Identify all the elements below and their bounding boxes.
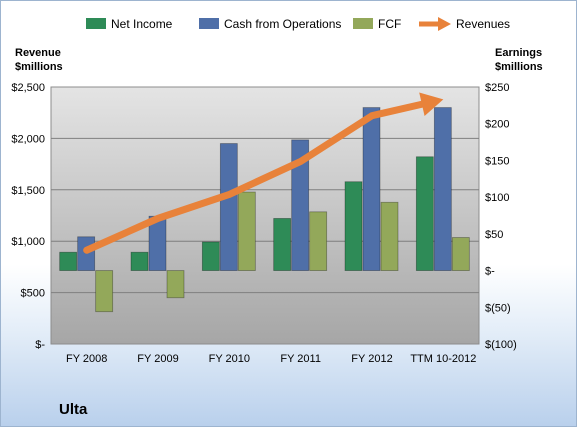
right-tick-label: $150	[485, 155, 509, 167]
legend-label-cash-from-operations: Cash from Operations	[224, 17, 341, 31]
bar-fcf-fy-2012	[380, 201, 399, 271]
legend-label-revenues: Revenues	[456, 17, 510, 31]
left-tick-label: $1,500	[11, 185, 45, 197]
right-tick-label: $250	[485, 82, 509, 94]
x-axis-ticks: FY 2008 FY 2009 FY 2010 FY 2011 FY 2012 TTM 1…	[66, 353, 476, 365]
legend-label-net-income: Net Income	[111, 17, 173, 31]
legend-swatch-net-income	[86, 18, 106, 29]
left-tick-label: $2,500	[11, 82, 45, 94]
revenue-line-arrowhead	[419, 92, 444, 116]
bar-cash-from-operations-fy-2010	[219, 143, 238, 271]
bar-cash-from-operations-ttm-10-2012	[433, 107, 452, 271]
legend-swatch-cash-from-operations	[199, 18, 219, 29]
bar-fcf-fy-2010	[237, 191, 256, 271]
left-axis-title-line1: Revenue	[15, 47, 61, 59]
bar-net-income-fy-2009	[130, 251, 149, 271]
legend: Net Income Cash from Operations FCF Reve…	[86, 17, 510, 31]
revenue-line-path	[83, 100, 426, 254]
legend-label-fcf: FCF	[378, 17, 401, 31]
right-tick-label: $200	[485, 119, 509, 131]
legend-swatch-revenues	[419, 17, 451, 31]
left-axis-title-line2: $millions	[15, 61, 63, 73]
bar-net-income-fy-2010	[201, 241, 220, 271]
right-axis-title-line2: $millions	[495, 61, 543, 73]
right-tick-label: $(100)	[485, 339, 517, 351]
left-tick-label: $2,000	[11, 133, 45, 145]
bar-net-income-fy-2011	[273, 218, 292, 271]
right-axis-ticks: $(100) $(50) $- $50 $100 $150 $200 $250	[485, 82, 517, 351]
revenue-line	[83, 92, 444, 254]
x-tick-label-fy-2008: FY 2008	[66, 353, 107, 365]
left-tick-label: $500	[21, 288, 45, 300]
right-axis-title-line1: Earnings	[495, 47, 542, 59]
right-tick-label: $(50)	[485, 302, 511, 314]
bar-net-income-ttm-10-2012	[415, 156, 434, 271]
x-tick-label-fy-2011: FY 2011	[280, 353, 321, 365]
bar-cash-from-operations-fy-2012	[362, 107, 381, 271]
bar-fcf-fy-2011	[309, 211, 328, 271]
bar-fcf-ttm-10-2012	[451, 237, 470, 271]
right-tick-label: $50	[485, 229, 503, 241]
bar-cash-from-operations-fy-2011	[291, 139, 310, 271]
bars	[59, 107, 470, 313]
legend-swatch-fcf	[353, 18, 373, 29]
bar-fcf-fy-2008	[95, 270, 114, 313]
bar-fcf-fy-2009	[166, 270, 185, 299]
gridlines	[51, 137, 479, 294]
left-axis-ticks: $- $500 $1,000 $1,500 $2,000 $2,500	[11, 82, 45, 351]
company-label: Ulta	[59, 401, 88, 418]
right-tick-label: $-	[485, 266, 495, 278]
bar-net-income-fy-2012	[344, 181, 363, 271]
plot-area	[50, 86, 480, 345]
x-tick-label-ttm-10-2012: TTM 10-2012	[410, 353, 476, 365]
x-tick-label-fy-2012: FY 2012	[351, 353, 392, 365]
x-tick-label-fy-2010: FY 2010	[209, 353, 250, 365]
right-tick-label: $100	[485, 192, 509, 204]
x-tick-label-fy-2009: FY 2009	[137, 353, 178, 365]
bar-net-income-fy-2008	[59, 251, 78, 271]
left-tick-label: $-	[35, 339, 45, 351]
left-tick-label: $1,000	[11, 236, 45, 248]
